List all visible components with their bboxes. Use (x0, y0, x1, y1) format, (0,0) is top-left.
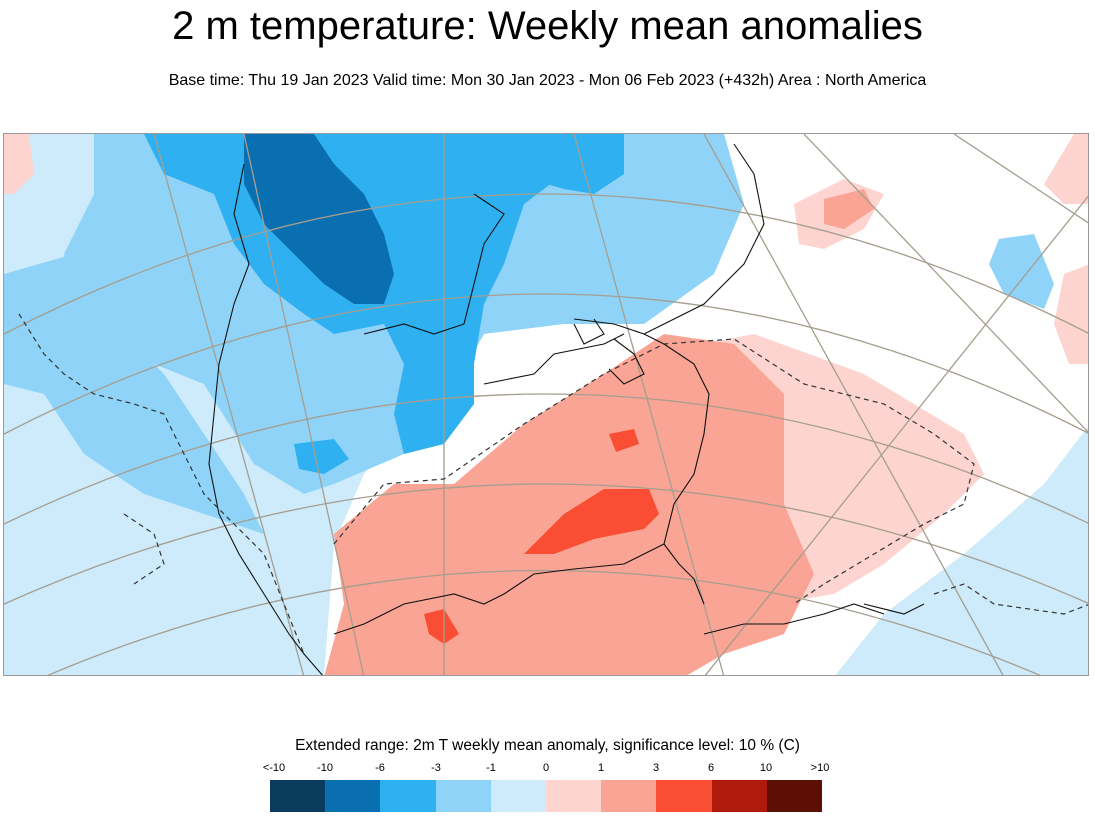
legend-tick: 10 (759, 762, 773, 774)
legend-tick: >10 (810, 762, 830, 774)
anomaly-region-light-red-far-east (1054, 264, 1088, 364)
anomaly-region-red-labrador (824, 189, 874, 229)
anomaly-region-strong-red-small-a (609, 429, 639, 452)
anomaly-region-light-blue-pacific (4, 574, 174, 675)
anomaly-region-red-southeast (324, 334, 814, 675)
legend-swatch (601, 780, 657, 812)
legend-tick: 6 (707, 762, 715, 774)
legend-title: Extended range: 2m T weekly mean anomaly… (295, 737, 800, 754)
legend-tick: 3 (652, 762, 660, 774)
legend-ticks: <-10 -10 -6 -3 -1 0 1 3 6 10 >10 (263, 762, 830, 776)
anomaly-region-strong-red-small-b (424, 609, 459, 644)
legend-tick: -1 (486, 762, 496, 774)
anomaly-region-strong-blue-texas (294, 439, 349, 474)
anomaly-region-strong-red (524, 489, 659, 554)
page-subtitle: Base time: Thu 19 Jan 2023 Valid time: M… (168, 72, 927, 89)
significance-contours (18, 313, 1088, 655)
legend-tick: <-10 (262, 762, 286, 774)
legend-colorbar (270, 780, 823, 812)
legend-tick: 1 (597, 762, 605, 774)
anomaly-region-blue-pacific (4, 254, 264, 534)
map-panel (3, 133, 1089, 676)
legend-tick: -3 (431, 762, 441, 774)
legend-swatch (711, 780, 767, 812)
legend-swatch (766, 780, 823, 812)
legend-swatch (546, 780, 602, 812)
graticule (4, 134, 1088, 675)
legend-swatch (380, 780, 436, 812)
anomaly-region-strong-blue-hudson (524, 134, 624, 194)
legend-tick: 0 (542, 762, 550, 774)
legend-swatch (325, 780, 381, 812)
anomaly-region-light-red-nw (4, 134, 34, 194)
legend-tick: -10 (317, 762, 333, 774)
page-title: 2 m temperature: Weekly mean anomalies (172, 4, 923, 48)
anomaly-region-light-red-ne (1044, 134, 1088, 204)
legend-swatch (656, 780, 712, 812)
legend-swatch (270, 780, 326, 812)
legend-swatch (435, 780, 491, 812)
legend-swatch (490, 780, 547, 812)
anomaly-map (4, 134, 1088, 675)
legend-tick: -6 (375, 762, 385, 774)
anomaly-region-blue-greenland (989, 234, 1054, 309)
